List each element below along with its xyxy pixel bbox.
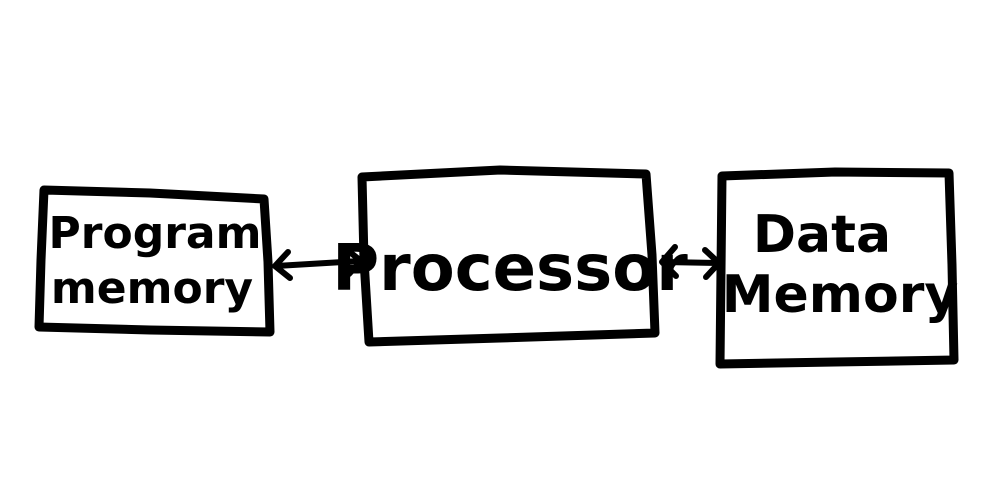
arrow-shaft-right — [660, 259, 721, 266]
arrow-processor-data-memory — [659, 244, 722, 280]
processor-box — [357, 165, 660, 347]
data-memory-block: Data Memory — [715, 167, 959, 369]
arrow-program-memory-processor — [272, 246, 364, 281]
arrow-shaft-left — [273, 258, 363, 269]
arrowhead-right-end — [702, 247, 722, 280]
program-memory-label-line2: memory — [51, 263, 253, 314]
arrowhead-left-start — [272, 249, 293, 281]
processor-label: Processor — [332, 232, 688, 306]
data-memory-box — [715, 167, 959, 369]
arrowhead-left-end — [343, 246, 364, 277]
program-memory-box — [34, 185, 275, 337]
program-memory-label-line1: Program — [49, 208, 262, 259]
processor-block: Processor — [332, 165, 688, 347]
arrowhead-right-start — [659, 244, 679, 279]
data-memory-label-line1: Data — [753, 205, 891, 265]
program-memory-block: Program memory — [34, 185, 275, 337]
data-memory-label-line2: Memory — [722, 265, 958, 325]
